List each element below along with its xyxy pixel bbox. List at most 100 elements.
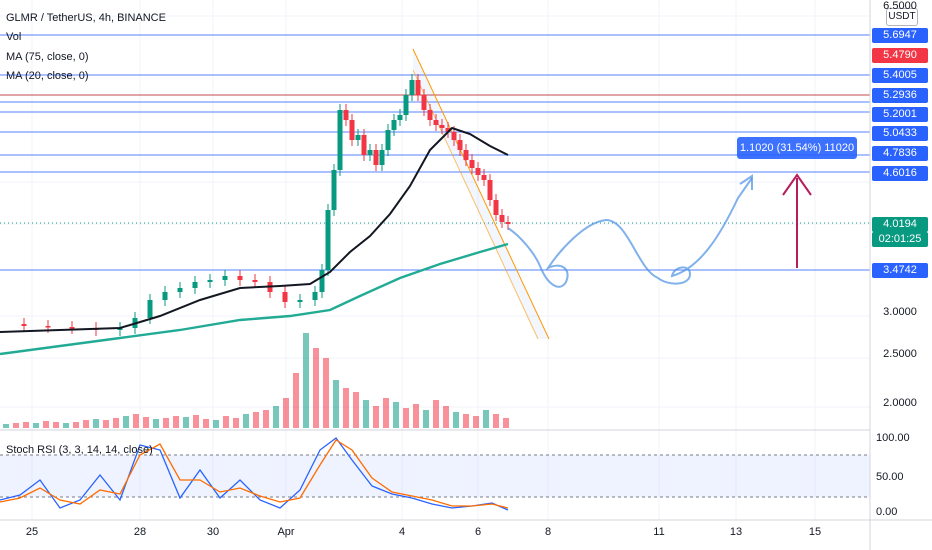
channel-upper-line xyxy=(412,48,550,340)
volume-bar xyxy=(163,418,169,428)
candle-body xyxy=(505,222,511,224)
price-label: 5.2936 xyxy=(872,88,928,103)
ma20-legend[interactable]: MA (20, close, 0) xyxy=(6,70,89,82)
candle-body xyxy=(421,95,427,110)
volume-bar xyxy=(23,422,29,428)
stoch-rsi-d-line xyxy=(0,439,509,509)
candle-body xyxy=(367,150,373,155)
volume-bar xyxy=(323,358,329,428)
candle-body xyxy=(433,120,439,125)
price-label: 5.4790 xyxy=(872,48,928,63)
projection-arrowhead xyxy=(739,174,753,190)
time-tick: 8 xyxy=(544,526,552,538)
ma20-line xyxy=(0,126,509,333)
candles xyxy=(21,74,511,336)
candle-body xyxy=(282,292,288,302)
volume-bar xyxy=(473,416,479,428)
candle-body xyxy=(379,150,385,165)
volume-bar xyxy=(423,410,429,428)
volume-bar xyxy=(133,414,139,428)
price-range-measure[interactable]: 1.1020 (31.54%) 11020 xyxy=(737,137,857,159)
volume-bar xyxy=(123,416,129,428)
currency-button[interactable]: USDT xyxy=(886,8,918,26)
candle-body xyxy=(331,170,337,210)
volume-bar xyxy=(273,406,279,428)
candle-body xyxy=(252,280,258,282)
volume-bar xyxy=(153,419,159,428)
volume-bar xyxy=(193,415,199,428)
channel-lower-line xyxy=(412,69,539,340)
volume-bar xyxy=(283,398,289,428)
rsi-tick: 100.00 xyxy=(876,432,910,444)
volume-bar xyxy=(103,420,109,428)
candle-body xyxy=(391,120,397,130)
volume-bar xyxy=(363,400,369,428)
volume-bar xyxy=(483,410,489,428)
volume-bar xyxy=(453,412,459,428)
candle-body xyxy=(457,140,463,150)
price-tick: 3.0000 xyxy=(883,306,917,318)
candle-body xyxy=(463,150,469,160)
candle-body xyxy=(427,110,433,120)
last-price-label: 4.0194 xyxy=(872,217,928,232)
volume-bar xyxy=(93,419,99,428)
volume-bar xyxy=(203,419,209,428)
volume-bar xyxy=(13,423,19,428)
volume-bar xyxy=(503,418,509,428)
ma75-legend[interactable]: MA (75, close, 0) xyxy=(6,51,89,63)
volume-bar xyxy=(233,418,239,428)
candle-body xyxy=(349,120,355,140)
projection-path xyxy=(507,177,753,288)
candle-body xyxy=(439,125,445,128)
volume-bar xyxy=(433,400,439,428)
stoch-rsi-legend[interactable]: Stoch RSI (3, 3, 14, 14, close) xyxy=(6,444,153,456)
volume-bar xyxy=(73,422,79,428)
candle-body xyxy=(297,300,303,302)
volume-bar xyxy=(463,414,469,428)
candle-body xyxy=(355,135,361,140)
chart-grid xyxy=(0,0,870,520)
volume-bar xyxy=(383,398,389,428)
candle-body xyxy=(469,160,475,168)
volume-bar xyxy=(113,418,119,428)
candle-body xyxy=(207,280,213,282)
candle-body xyxy=(481,175,487,180)
volume-bar xyxy=(373,406,379,428)
target-arrow-head xyxy=(782,173,812,196)
candle-body xyxy=(475,168,481,175)
rsi-tick: 50.00 xyxy=(876,471,904,483)
volume-bar xyxy=(493,414,499,428)
candle-body xyxy=(451,132,457,140)
volume-bar xyxy=(393,402,399,428)
volume-bar xyxy=(3,424,9,428)
volume-bar xyxy=(213,420,219,428)
candle-body xyxy=(162,292,168,300)
candle-body xyxy=(403,95,409,115)
volume-bar xyxy=(293,373,299,428)
volume-bar xyxy=(303,333,309,428)
time-tick: 11 xyxy=(653,526,665,538)
volume-bar xyxy=(63,423,69,428)
symbol-title[interactable]: GLMR / TetherUS, 4h, BINANCE xyxy=(6,12,166,24)
volume-bar xyxy=(253,412,259,428)
volume-bar xyxy=(263,410,269,428)
volume-legend[interactable]: Vol xyxy=(6,31,22,43)
volume-bar xyxy=(333,380,339,428)
price-label: 5.2001 xyxy=(872,107,928,122)
candle-body xyxy=(147,300,153,318)
time-tick: 13 xyxy=(729,526,743,538)
candle-body xyxy=(177,288,183,292)
volume-bar xyxy=(83,420,89,428)
candle-body xyxy=(409,80,415,95)
price-label: 3.4742 xyxy=(872,263,928,278)
volume-bar xyxy=(413,404,419,428)
time-tick: 15 xyxy=(808,526,822,538)
candle-body xyxy=(487,180,493,200)
candle-body xyxy=(373,150,379,165)
candle-body xyxy=(445,128,451,132)
volume-bar xyxy=(143,417,149,428)
price-label: 4.7836 xyxy=(872,146,928,161)
time-tick: 4 xyxy=(398,526,406,538)
stoch-rsi-k-line xyxy=(0,437,509,511)
